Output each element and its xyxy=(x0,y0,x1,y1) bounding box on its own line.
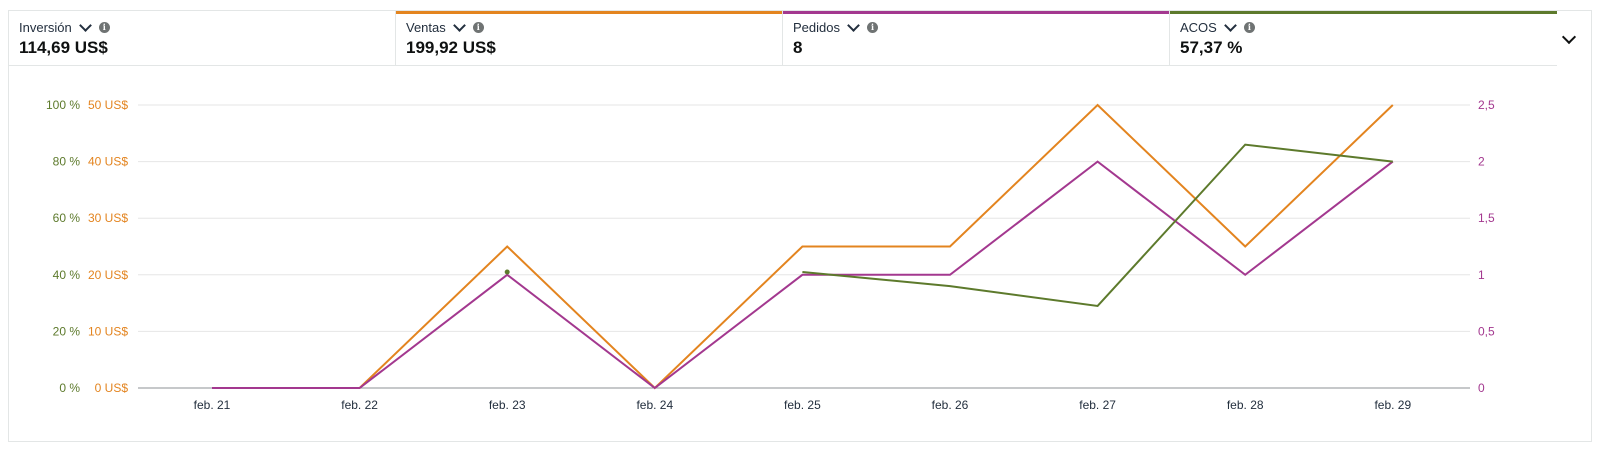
y-tick-label-percent: 60 % xyxy=(53,211,81,225)
metric-card-ventas[interactable]: Ventas i 199,92 US$ xyxy=(396,11,783,65)
data-point-acos xyxy=(504,269,510,275)
metric-color-bar xyxy=(396,11,782,14)
x-tick-label: feb. 23 xyxy=(489,398,526,412)
y-tick-label-percent: 0 % xyxy=(59,381,80,395)
metric-label: Inversión xyxy=(19,19,72,35)
y-tick-label-currency: 40 US$ xyxy=(88,155,128,169)
info-icon[interactable]: i xyxy=(472,21,484,33)
y-tick-label-currency: 0 US$ xyxy=(95,381,129,395)
y-tick-label-currency: 20 US$ xyxy=(88,268,128,282)
metric-card-acos[interactable]: ACOS i 57,37 % xyxy=(1170,11,1557,65)
y-tick-label-percent: 80 % xyxy=(53,155,81,169)
y-tick-label-percent: 100 % xyxy=(46,98,80,112)
y-tick-label-currency: 30 US$ xyxy=(88,211,128,225)
metric-label: Pedidos xyxy=(793,19,840,35)
y-tick-label-currency: 10 US$ xyxy=(88,324,128,338)
metric-color-bar xyxy=(783,11,1169,14)
y-tick-label-right: 1,5 xyxy=(1478,211,1495,225)
x-tick-label: feb. 26 xyxy=(932,398,969,412)
series-line-pedidos xyxy=(212,160,1394,390)
metric-card-inversion[interactable]: Inversión i 114,69 US$ xyxy=(9,11,396,65)
info-icon[interactable]: i xyxy=(866,21,878,33)
metric-card-pedidos[interactable]: Pedidos i 8 xyxy=(783,11,1170,65)
metrics-row: Inversión i 114,69 US$ Ventas i 199,92 U… xyxy=(9,11,1557,66)
y-tick-label-right: 2 xyxy=(1478,155,1485,169)
metric-value: 8 xyxy=(793,38,803,57)
series-line-ventas xyxy=(212,103,1394,390)
x-tick-label: feb. 28 xyxy=(1227,398,1264,412)
series-line-acos xyxy=(802,143,1393,307)
metric-label: ACOS xyxy=(1180,19,1217,35)
y-tick-label-percent: 20 % xyxy=(53,324,81,338)
performance-panel: Inversión i 114,69 US$ Ventas i 199,92 U… xyxy=(8,10,1592,442)
y-tick-label-percent: 40 % xyxy=(53,268,81,282)
x-tick-label: feb. 21 xyxy=(194,398,231,412)
y-tick-label-right: 1 xyxy=(1478,268,1485,282)
y-tick-label-right: 0,5 xyxy=(1478,324,1495,338)
x-tick-label: feb. 22 xyxy=(341,398,378,412)
x-tick-label: feb. 29 xyxy=(1374,398,1411,412)
x-tick-label: feb. 24 xyxy=(636,398,673,412)
x-tick-label: feb. 27 xyxy=(1079,398,1116,412)
metric-color-bar xyxy=(1170,11,1557,14)
metric-value: 114,69 US$ xyxy=(19,38,108,57)
metric-label: Ventas xyxy=(406,19,446,35)
y-tick-label-right: 2,5 xyxy=(1478,98,1495,112)
info-icon[interactable]: i xyxy=(1243,21,1255,33)
y-tick-label-currency: 50 US$ xyxy=(88,98,128,112)
y-tick-label-right: 0 xyxy=(1478,381,1485,395)
info-icon[interactable]: i xyxy=(98,21,110,33)
x-tick-label: feb. 25 xyxy=(784,398,821,412)
metric-value: 199,92 US$ xyxy=(406,38,496,57)
metric-value: 57,37 % xyxy=(1180,38,1243,57)
